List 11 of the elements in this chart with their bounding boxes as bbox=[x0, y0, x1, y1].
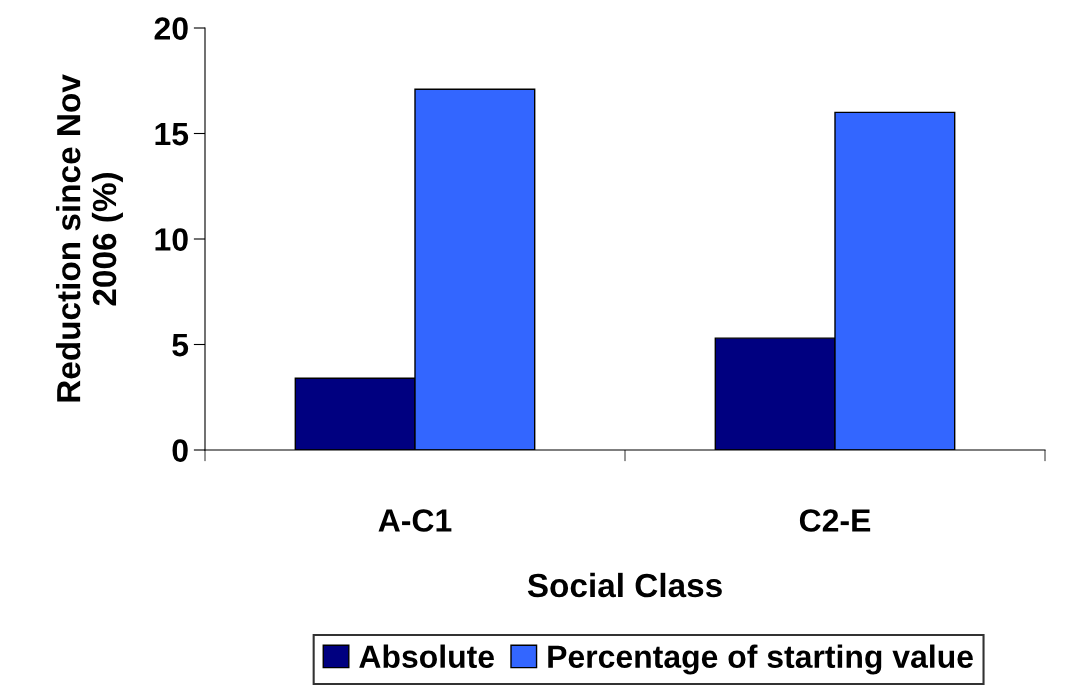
y-tick-label: 5 bbox=[172, 334, 189, 357]
y-tick-label: 10 bbox=[155, 228, 188, 251]
x-tick-label: A-C1 bbox=[378, 509, 452, 532]
x-tick-label: C2-E bbox=[799, 509, 871, 532]
y-axis-title: Reduction since Nov 2006 (%) bbox=[55, 74, 123, 402]
y-tick-label: 15 bbox=[155, 123, 189, 146]
legend-label: Absolute bbox=[359, 644, 494, 668]
y-tick-label: 0 bbox=[172, 439, 188, 462]
x-axis-title: Social Class bbox=[527, 572, 722, 598]
y-tick-label: 20 bbox=[154, 17, 188, 40]
legend-label: Percentage of starting value bbox=[548, 644, 973, 675]
